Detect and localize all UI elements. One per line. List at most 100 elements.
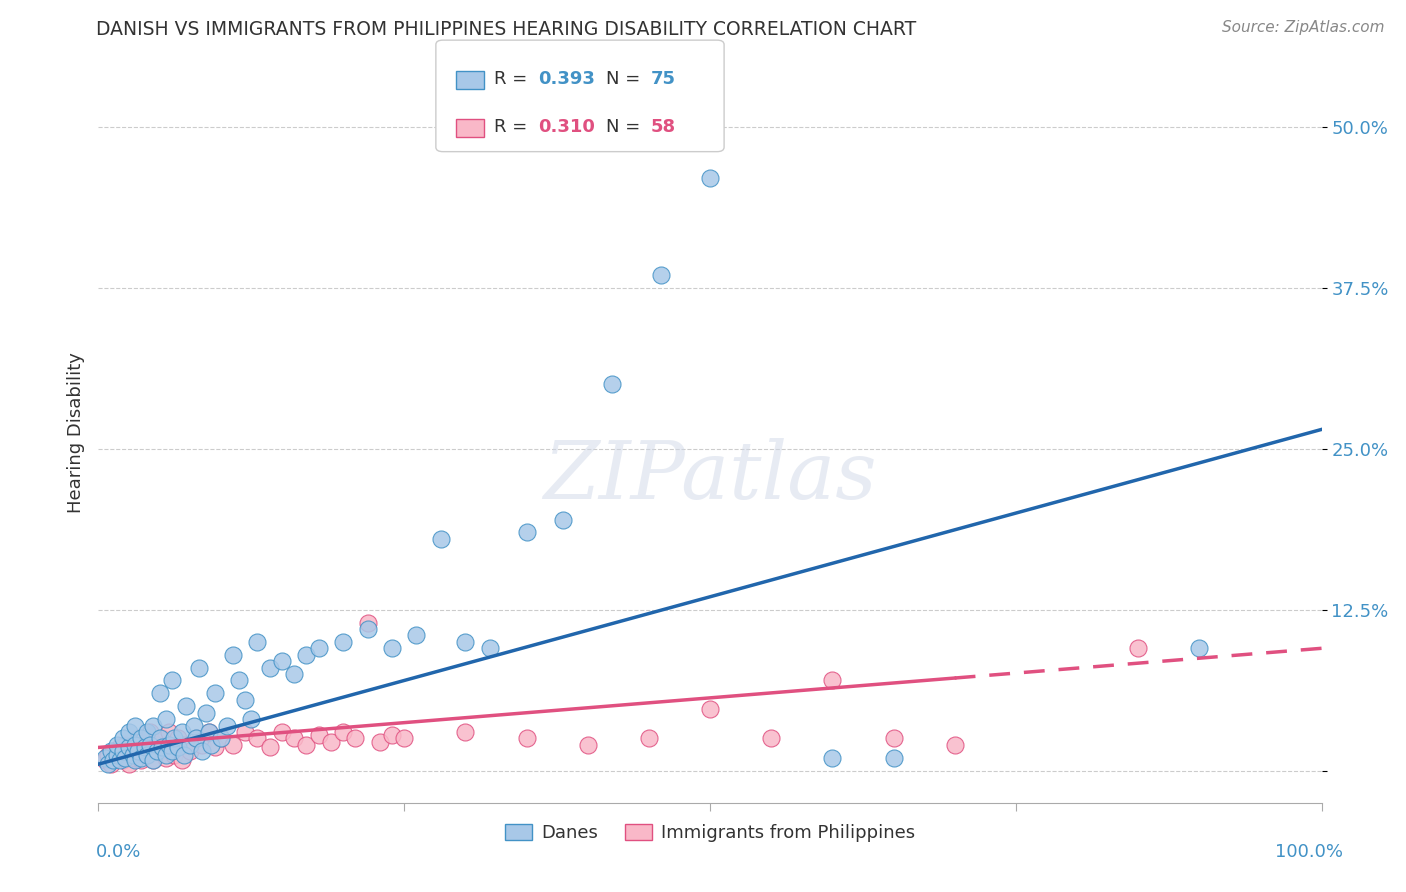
Text: R =: R =	[494, 70, 533, 87]
Point	[111, 744, 134, 758]
Point	[246, 731, 269, 746]
Point	[430, 532, 453, 546]
Point	[173, 748, 195, 763]
Point	[600, 377, 623, 392]
Point	[200, 738, 222, 752]
Point	[381, 641, 404, 656]
Point	[121, 748, 143, 763]
Point	[228, 673, 250, 688]
Point	[155, 750, 177, 764]
Point	[105, 738, 128, 752]
Point	[553, 512, 575, 526]
Point	[308, 641, 330, 656]
Point	[129, 731, 152, 746]
Point	[100, 757, 122, 772]
Point	[111, 731, 134, 746]
Point	[478, 641, 501, 656]
Point	[215, 718, 238, 732]
Point	[149, 744, 172, 758]
Point	[124, 753, 146, 767]
Point	[167, 731, 190, 746]
Point	[97, 748, 120, 763]
Point	[191, 738, 214, 752]
Text: 0.393: 0.393	[538, 70, 595, 87]
Point	[134, 740, 156, 755]
Point	[246, 635, 269, 649]
Text: 100.0%: 100.0%	[1275, 843, 1343, 861]
Point	[191, 744, 214, 758]
Point	[149, 686, 172, 700]
Text: 58: 58	[651, 118, 676, 136]
Point	[127, 731, 149, 746]
Point	[209, 731, 232, 746]
Point	[93, 753, 115, 767]
Point	[136, 725, 159, 739]
Point	[883, 731, 905, 746]
Legend: Danes, Immigrants from Philippines: Danes, Immigrants from Philippines	[498, 816, 922, 849]
Point	[146, 738, 169, 752]
Point	[405, 628, 427, 642]
Point	[170, 753, 193, 767]
Point	[637, 731, 661, 746]
Point	[883, 750, 905, 764]
Point	[186, 731, 208, 746]
Point	[197, 725, 219, 739]
Point	[222, 648, 245, 662]
Text: N =: N =	[606, 118, 645, 136]
Text: 0.0%: 0.0%	[96, 843, 141, 861]
Point	[259, 740, 281, 755]
Point	[197, 725, 219, 739]
Point	[163, 748, 186, 763]
Text: 0.310: 0.310	[538, 118, 595, 136]
Point	[356, 622, 378, 636]
Point	[136, 748, 159, 763]
Point	[136, 748, 159, 763]
Point	[114, 738, 136, 752]
Point	[381, 727, 404, 741]
Point	[821, 673, 844, 688]
Point	[129, 750, 152, 764]
Point	[157, 738, 180, 752]
Point	[93, 750, 115, 764]
Point	[295, 648, 318, 662]
Point	[146, 744, 169, 758]
Point	[114, 750, 136, 764]
Point	[167, 740, 190, 755]
Point	[187, 660, 209, 674]
Point	[176, 699, 198, 714]
Point	[821, 750, 844, 764]
Point	[157, 725, 180, 739]
Text: R =: R =	[494, 118, 533, 136]
Point	[295, 738, 318, 752]
Point	[150, 731, 173, 746]
Point	[139, 725, 162, 739]
Point	[124, 718, 146, 732]
Text: ZIPatlas: ZIPatlas	[543, 438, 877, 516]
Point	[105, 750, 128, 764]
Point	[155, 748, 177, 763]
Point	[124, 750, 146, 764]
Point	[142, 753, 165, 767]
Point	[270, 725, 294, 739]
Point	[118, 757, 141, 772]
Y-axis label: Hearing Disability: Hearing Disability	[66, 352, 84, 513]
Point	[179, 744, 201, 758]
Point	[150, 740, 173, 755]
Point	[110, 753, 132, 767]
Point	[149, 731, 172, 746]
Point	[129, 753, 152, 767]
Point	[124, 738, 146, 752]
Point	[134, 740, 156, 755]
Point	[1188, 641, 1211, 656]
Point	[259, 660, 281, 674]
Point	[170, 725, 193, 739]
Point	[650, 268, 672, 282]
Point	[100, 744, 122, 758]
Point	[515, 525, 537, 540]
Point	[233, 693, 256, 707]
Point	[283, 731, 305, 746]
Point	[163, 731, 186, 746]
Point	[1128, 641, 1150, 656]
Point	[240, 712, 263, 726]
Point	[319, 735, 342, 749]
